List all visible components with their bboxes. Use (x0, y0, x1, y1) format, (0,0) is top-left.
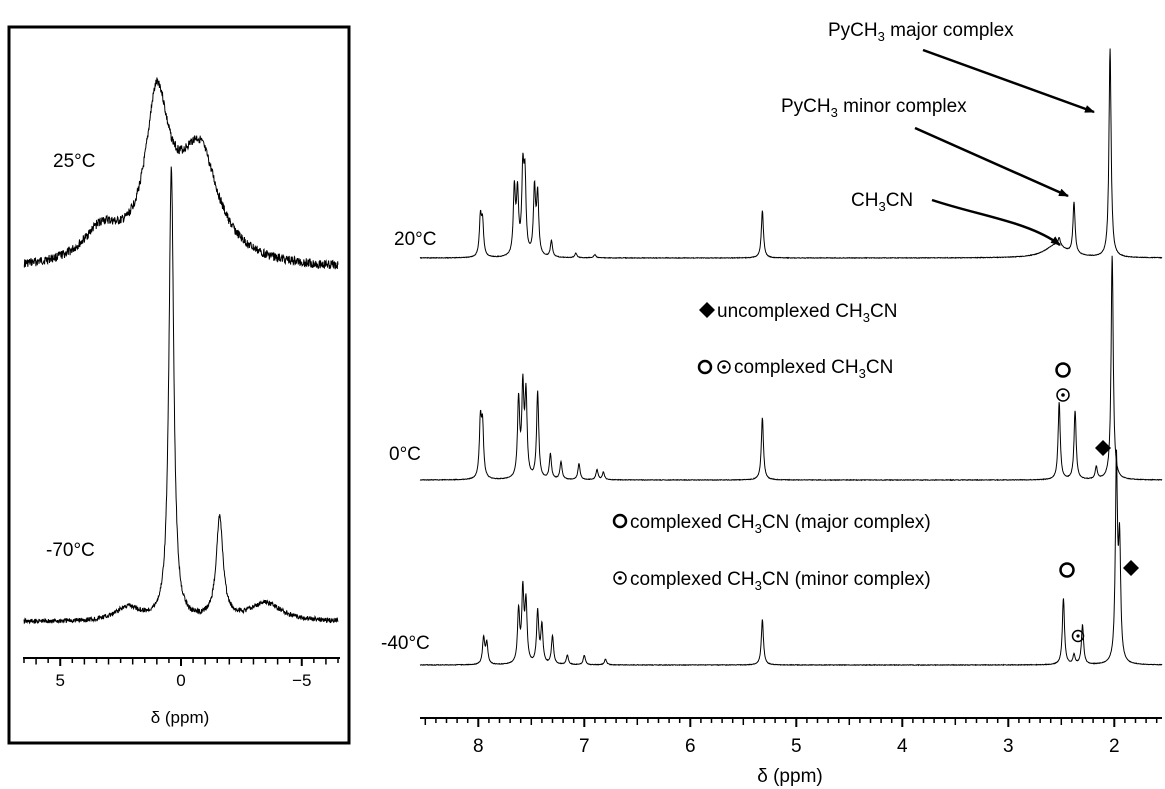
x-tick-label: 2 (1109, 736, 1120, 757)
legend-complexed: complexed CH3CN (734, 357, 893, 381)
x-tick-label: 4 (897, 736, 908, 757)
x-tick-label: 5 (791, 736, 802, 757)
spectrum-minus40C (419, 449, 1163, 667)
x-tick-label: 0 (176, 671, 185, 690)
legend-complexed-minor: complexed CH3CN (minor complex) (630, 569, 931, 593)
dotted-circle-dot (722, 365, 726, 369)
left-panel-frame (7, 25, 351, 745)
marker-open-circle-m40C (1059, 562, 1075, 578)
x-tick-label: 6 (685, 736, 696, 757)
left-label-25C: 25°C (53, 151, 95, 172)
marker-open-circle-0C (1055, 362, 1071, 378)
x-tick-label: −5 (292, 671, 311, 690)
legend-uncomplexed: uncomplexed CH3CN (717, 301, 897, 325)
annotation-ch3cn: CH3CN (851, 190, 913, 214)
dotted-circle-symbol-2 (613, 571, 627, 585)
dotted-circle-symbol (717, 360, 731, 374)
diamond-symbol (699, 302, 715, 318)
marker-dotted-circle-0C-dot (1061, 393, 1065, 397)
marker-diamond-m40C (1123, 560, 1139, 576)
x-tick-label: 3 (1003, 736, 1014, 757)
legend-complexed-major: complexed CH3CN (major complex) (630, 512, 931, 536)
x-tick-label: 5 (55, 671, 64, 690)
spectrum-0C (419, 255, 1163, 482)
left-x-ticks: 5 0 −5 (23, 658, 339, 690)
x-tick-label: 7 (579, 736, 590, 757)
marker-diamond-0C (1095, 440, 1111, 456)
spectrum-minus70C (23, 166, 339, 625)
marker-dotted-circle-m40C-dot (1076, 634, 1080, 638)
arrow-pych3-major (922, 48, 1095, 114)
right-label-0C: 0°C (389, 444, 421, 465)
annotation-arrows (914, 48, 1095, 246)
right-label-20C: 20°C (394, 229, 436, 250)
right-x-axis-label: δ (ppm) (757, 766, 822, 787)
x-tick-label: 8 (473, 736, 484, 757)
dotted-circle-dot-2 (618, 576, 622, 580)
annotation-pych3-major: PyCH3 major complex (828, 20, 1014, 44)
left-x-axis-label: δ (ppm) (151, 708, 210, 727)
annotation-pych3-minor: PyCH3 minor complex (781, 96, 967, 120)
open-circle-symbol (697, 359, 713, 375)
open-circle-symbol-2 (612, 513, 628, 529)
spectrum-20C (419, 48, 1163, 260)
spectrum-25C (23, 77, 339, 270)
left-label-minus70C: -70°C (46, 540, 95, 561)
marker-dotted-circle-m40C (1071, 629, 1085, 643)
arrow-pych3-minor (914, 126, 1069, 198)
right-label-minus40C: -40°C (381, 633, 430, 654)
marker-dotted-circle-0C (1056, 388, 1070, 402)
right-x-ticks: 8 7 6 5 4 3 2 (424, 718, 1158, 757)
arrow-ch3cn (931, 198, 1061, 246)
